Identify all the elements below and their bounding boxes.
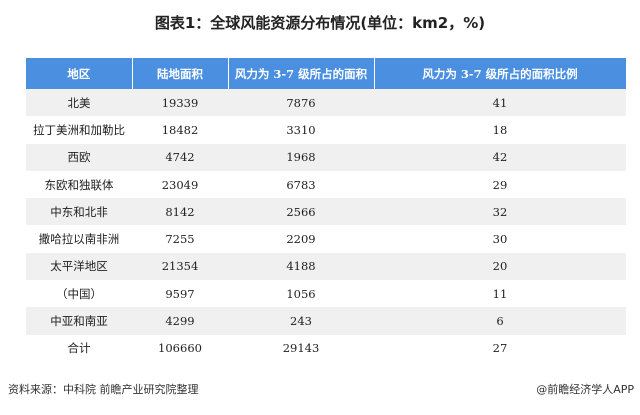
- cell-land-area: 8142: [132, 198, 228, 226]
- table-row: 中东和北非 8142 2566 32: [26, 198, 626, 226]
- cell-wind-ratio: 41: [374, 89, 626, 117]
- table-row: 合计 106660 29143 27: [26, 335, 626, 362]
- header-land-area: 陆地面积: [132, 58, 229, 89]
- cell-region: 中亚和南亚: [26, 307, 132, 335]
- cell-wind-area: 2566: [228, 198, 374, 226]
- cell-land-area: 18482: [161, 122, 199, 137]
- cell-region: 合计: [67, 341, 91, 356]
- cell-land-area: 19339: [132, 89, 228, 117]
- table-row: 北美 19339 7876 41: [26, 89, 626, 117]
- cell-wind-ratio: 11: [492, 286, 508, 301]
- cell-land-area: 23049: [161, 177, 199, 192]
- cell-wind-ratio: 6: [374, 307, 626, 335]
- wind-resource-table: 地区 陆地面积 风力为 3-7 级所占的面积 风力为 3-7 级所占的面积比例 …: [26, 58, 627, 362]
- cell-region: 东欧和独联体: [44, 177, 114, 192]
- cell-wind-ratio: 32: [374, 198, 626, 226]
- cell-land-area: 106660: [158, 341, 202, 356]
- cell-wind-ratio: 18: [492, 122, 508, 137]
- cell-wind-ratio: 42: [374, 143, 626, 171]
- cell-region: 西欧: [26, 143, 132, 171]
- cell-wind-area: 2209: [286, 232, 316, 247]
- cell-wind-area: 3310: [286, 122, 316, 137]
- cell-land-area: 21354: [132, 252, 228, 281]
- cell-wind-area: 6783: [286, 177, 316, 192]
- cell-wind-area: 29143: [282, 341, 320, 356]
- cell-land-area: 9597: [165, 286, 195, 301]
- cell-region: （中国）: [56, 286, 102, 301]
- source-note: 资料来源：中科院 前瞻产业研究院整理: [8, 383, 199, 396]
- cell-land-area: 4299: [132, 307, 228, 335]
- cell-wind-ratio: 30: [492, 232, 508, 247]
- table-row: 太平洋地区 21354 4188 20: [26, 252, 626, 281]
- header-wind-area: 风力为 3-7 级所占的面积: [228, 58, 375, 89]
- cell-region: 北美: [26, 89, 132, 117]
- cell-land-area: 4742: [132, 143, 228, 171]
- table-header: 地区 陆地面积 风力为 3-7 级所占的面积 风力为 3-7 级所占的面积比例: [26, 58, 627, 89]
- cell-wind-ratio: 20: [374, 252, 626, 281]
- header-wind-ratio: 风力为 3-7 级所占的面积比例: [374, 58, 627, 89]
- cell-wind-area: 1968: [228, 143, 374, 171]
- table-row: 拉丁美洲和加勒比 18482 3310 18: [26, 116, 626, 143]
- cell-wind-area: 4188: [228, 252, 374, 281]
- cell-wind-area: 1056: [286, 286, 316, 301]
- cell-wind-area: 243: [228, 307, 374, 335]
- cell-region: 中东和北非: [26, 198, 132, 226]
- brand-credit: @前瞻经济学人APP: [536, 383, 634, 396]
- table-row: 西欧 4742 1968 42: [26, 143, 626, 171]
- cell-wind-area: 7876: [228, 89, 374, 117]
- chart-title: 图表1：全球风能资源分布情况(单位：km2，%): [154, 14, 486, 32]
- table-row: 撒哈拉以南非洲 7255 2209 30: [26, 225, 626, 252]
- cell-region: 太平洋地区: [26, 252, 132, 281]
- cell-region: 拉丁美洲和加勒比: [33, 122, 125, 137]
- table-row: 中亚和南亚 4299 243 6: [26, 307, 626, 335]
- cell-region: 撒哈拉以南非洲: [38, 232, 120, 247]
- cell-wind-ratio: 29: [492, 177, 508, 192]
- cell-land-area: 7255: [165, 232, 195, 247]
- table-row: （中国） 9597 1056 11: [26, 280, 626, 307]
- table-row: 东欧和独联体 23049 6783 29: [26, 171, 626, 198]
- cell-wind-ratio: 27: [492, 341, 508, 356]
- header-region: 地区: [26, 58, 133, 89]
